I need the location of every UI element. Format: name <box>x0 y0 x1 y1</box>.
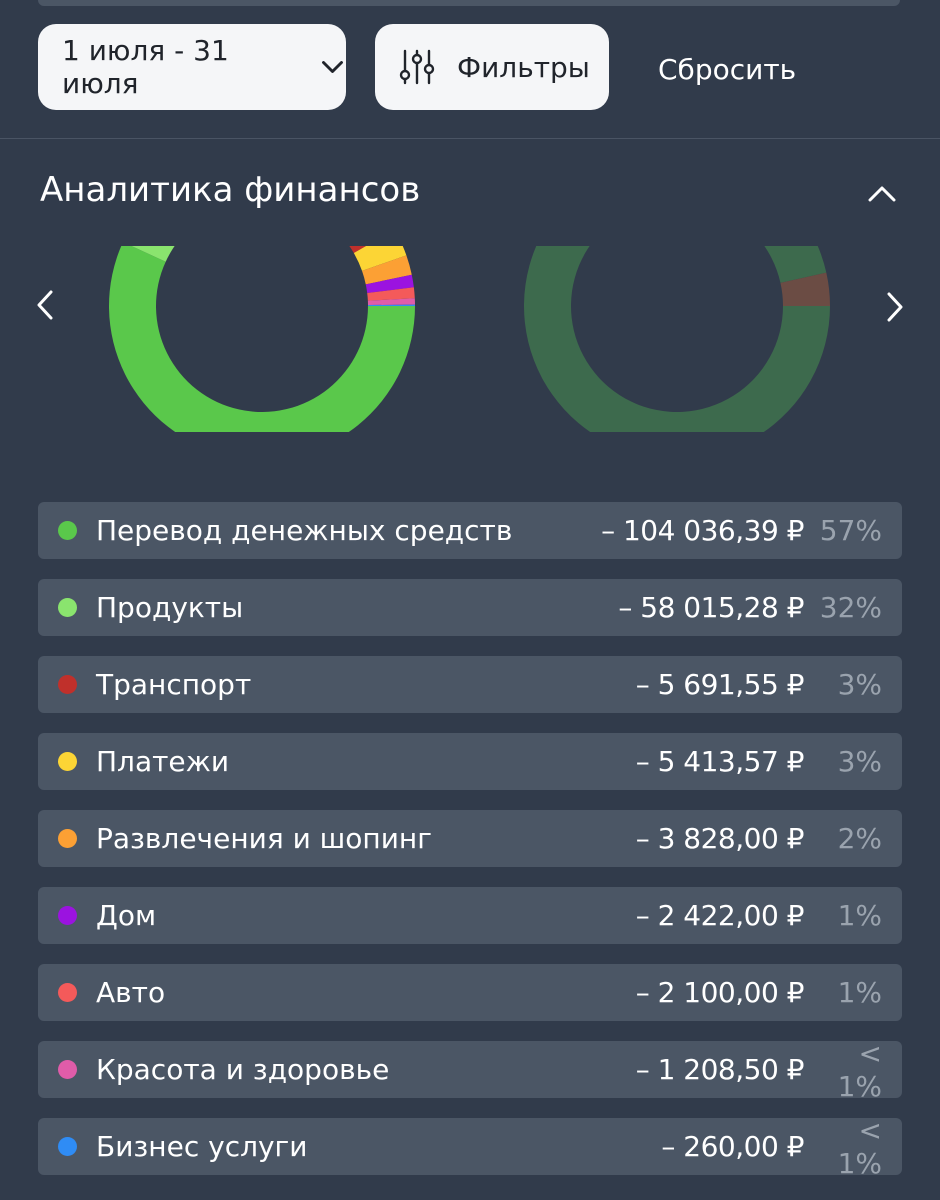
category-name: Перевод денежных средств <box>96 514 513 547</box>
sliders-icon <box>399 49 435 85</box>
donut-slice <box>131 246 175 262</box>
category-amount: – 5 413,57 ₽ <box>635 745 805 778</box>
category-amount: – 5 691,55 ₽ <box>635 668 805 701</box>
category-name: Продукты <box>96 591 244 624</box>
category-color-dot <box>58 906 77 925</box>
category-percent: 1% <box>837 976 882 1009</box>
category-name: Дом <box>96 899 157 932</box>
section-title: Аналитика финансов <box>40 170 421 210</box>
expense-donut-chart <box>109 246 415 432</box>
category-percent: 3% <box>837 668 882 701</box>
category-amount: – 104 036,39 ₽ <box>601 514 804 547</box>
chevron-up-icon[interactable] <box>866 178 898 210</box>
category-amount: – 260,00 ₽ <box>661 1130 804 1163</box>
charts-carousel <box>0 246 940 466</box>
donut-slice <box>367 298 415 306</box>
category-row[interactable]: Бизнес услуги – 260,00 ₽ < 1% <box>38 1114 902 1180</box>
category-amount: – 2 422,00 ₽ <box>635 899 805 932</box>
filters-label: Фильтры <box>457 50 590 84</box>
category-color-dot <box>58 1137 77 1156</box>
donut-slice <box>367 304 415 306</box>
category-row[interactable]: Транспорт – 5 691,55 ₽ 3% <box>38 656 902 713</box>
divider <box>0 138 940 139</box>
category-row[interactable]: Развлечения и шопинг – 3 828,00 ₽ 2% <box>38 810 902 867</box>
category-name: Платежи <box>96 745 230 778</box>
donut-slice <box>349 246 367 254</box>
category-amount: – 1 208,50 ₽ <box>635 1053 805 1086</box>
chevron-down-icon <box>322 61 343 73</box>
category-color-dot <box>58 752 77 771</box>
category-percent: 57% <box>819 514 882 547</box>
category-row[interactable]: Авто – 2 100,00 ₽ 1% <box>38 964 902 1021</box>
category-percent: < 1% <box>837 1036 882 1103</box>
chevron-right-icon[interactable] <box>880 290 910 324</box>
income-donut-chart <box>524 246 830 432</box>
category-color-dot <box>58 598 77 617</box>
category-percent: 2% <box>837 822 882 855</box>
category-row[interactable]: Продукты – 58 015,28 ₽ 32% <box>38 579 902 636</box>
chevron-left-icon[interactable] <box>30 288 60 322</box>
category-amount: – 58 015,28 ₽ <box>618 591 804 624</box>
reset-button[interactable]: Сбросить <box>658 53 797 86</box>
category-color-dot <box>58 983 77 1002</box>
category-percent: 3% <box>837 745 882 778</box>
category-percent: < 1% <box>837 1113 882 1180</box>
donut-slice <box>109 246 415 432</box>
category-name: Транспорт <box>96 668 252 701</box>
previous-card-edge <box>38 0 900 6</box>
category-row[interactable]: Дом – 2 422,00 ₽ 1% <box>38 887 902 944</box>
category-list: Перевод денежных средств – 104 036,39 ₽ … <box>38 502 902 1195</box>
toolbar: 1 июля - 31 июля Фильтры <box>0 24 940 112</box>
category-row[interactable]: Платежи – 5 413,57 ₽ 3% <box>38 733 902 790</box>
donut-slice <box>362 255 412 285</box>
date-range-button[interactable]: 1 июля - 31 июля <box>38 24 346 110</box>
category-color-dot <box>58 521 77 540</box>
category-amount: – 3 828,00 ₽ <box>635 822 805 855</box>
donut-slice <box>353 246 407 271</box>
category-name: Красота и здоровье <box>96 1053 390 1086</box>
category-color-dot <box>58 1060 77 1079</box>
donut-slice <box>367 287 415 301</box>
filters-button[interactable]: Фильтры <box>375 24 609 110</box>
category-percent: 32% <box>819 591 882 624</box>
category-name: Бизнес услуги <box>96 1130 308 1163</box>
donut-slice <box>365 274 414 294</box>
category-row[interactable]: Перевод денежных средств – 104 036,39 ₽ … <box>38 502 902 559</box>
category-amount: – 2 100,00 ₽ <box>635 976 805 1009</box>
category-name: Авто <box>96 976 166 1009</box>
category-name: Развлечения и шопинг <box>96 822 432 855</box>
category-row[interactable]: Красота и здоровье – 1 208,50 ₽ < 1% <box>38 1037 902 1103</box>
donut-slice <box>524 246 830 432</box>
category-color-dot <box>58 675 77 694</box>
date-range-label: 1 июля - 31 июля <box>62 34 229 100</box>
category-color-dot <box>58 829 77 848</box>
category-percent: 1% <box>837 899 882 932</box>
donut-slice <box>780 272 830 306</box>
